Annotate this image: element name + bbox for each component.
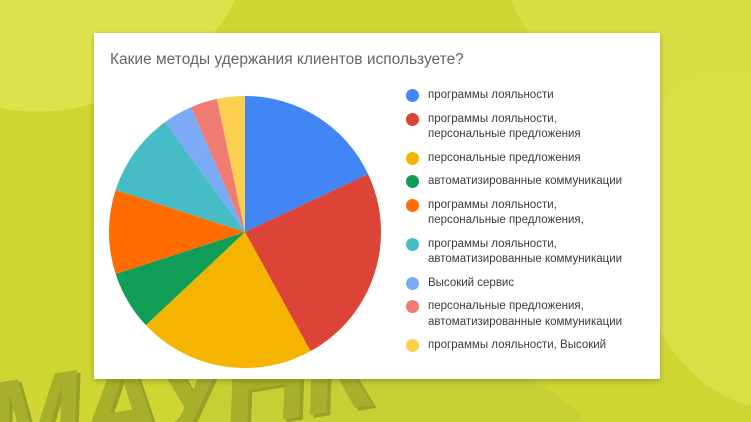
legend-color-dot [406, 339, 419, 353]
legend-label: персональные предложения [428, 151, 581, 164]
legend-color-dot [406, 276, 419, 290]
legend-color-dot [406, 89, 419, 102]
legend-color-dot [406, 237, 419, 251]
pie-slice-1 [245, 174, 382, 352]
legend-item: программы лояльности, Высокий [406, 338, 646, 354]
legend-color-dot [406, 198, 419, 212]
pie-chart [109, 96, 382, 369]
legend-item: персональные предложения [406, 151, 646, 167]
legend-label: программы лояльности, автоматизированные… [428, 237, 623, 266]
legend-color-dot [406, 175, 419, 189]
pie-slice-4 [109, 189, 246, 275]
pie-slice-6 [165, 107, 245, 232]
legend-label: программы лояльности, Высокий [428, 339, 607, 352]
chart-title: Какие методы удержания клиентов использу… [110, 51, 464, 68]
chart-card: Какие методы удержания клиентов использу… [94, 33, 660, 379]
pie-slice-8 [217, 96, 245, 232]
legend-item: автоматизированные коммуникации [406, 174, 646, 190]
legend-color-dot [406, 151, 419, 165]
legend-label: автоматизированные коммуникации [428, 175, 623, 188]
pie-slice-2 [145, 232, 311, 369]
pie-slice-0 [245, 96, 369, 232]
legend-item: Высокий сервис [406, 276, 646, 292]
pie-slice-3 [115, 232, 245, 326]
legend-label: программы лояльности, персональные предл… [428, 112, 581, 141]
legend-item: персональные предложения, автоматизирова… [406, 299, 646, 330]
legend-color-dot [406, 300, 419, 314]
pie-slice-7 [190, 98, 245, 232]
legend-label: программы лояльности [428, 89, 554, 101]
legend-item: программы лояльности, персональные предл… [406, 198, 646, 229]
legend-item: программы лояльности, автоматизированные… [406, 237, 646, 268]
legend-label: Высокий сервис [428, 276, 515, 289]
legend-color-dot [406, 112, 419, 126]
legend-item: программы лояльности, персональные предл… [406, 112, 646, 143]
chart-legend: программы лояльности программы лояльности… [406, 88, 646, 354]
pie-slice-5 [115, 121, 245, 232]
legend-label: программы лояльности, персональные предл… [428, 198, 584, 227]
legend-label: персональные предложения, автоматизирова… [428, 300, 623, 328]
legend-item: программы лояльности [406, 88, 646, 104]
